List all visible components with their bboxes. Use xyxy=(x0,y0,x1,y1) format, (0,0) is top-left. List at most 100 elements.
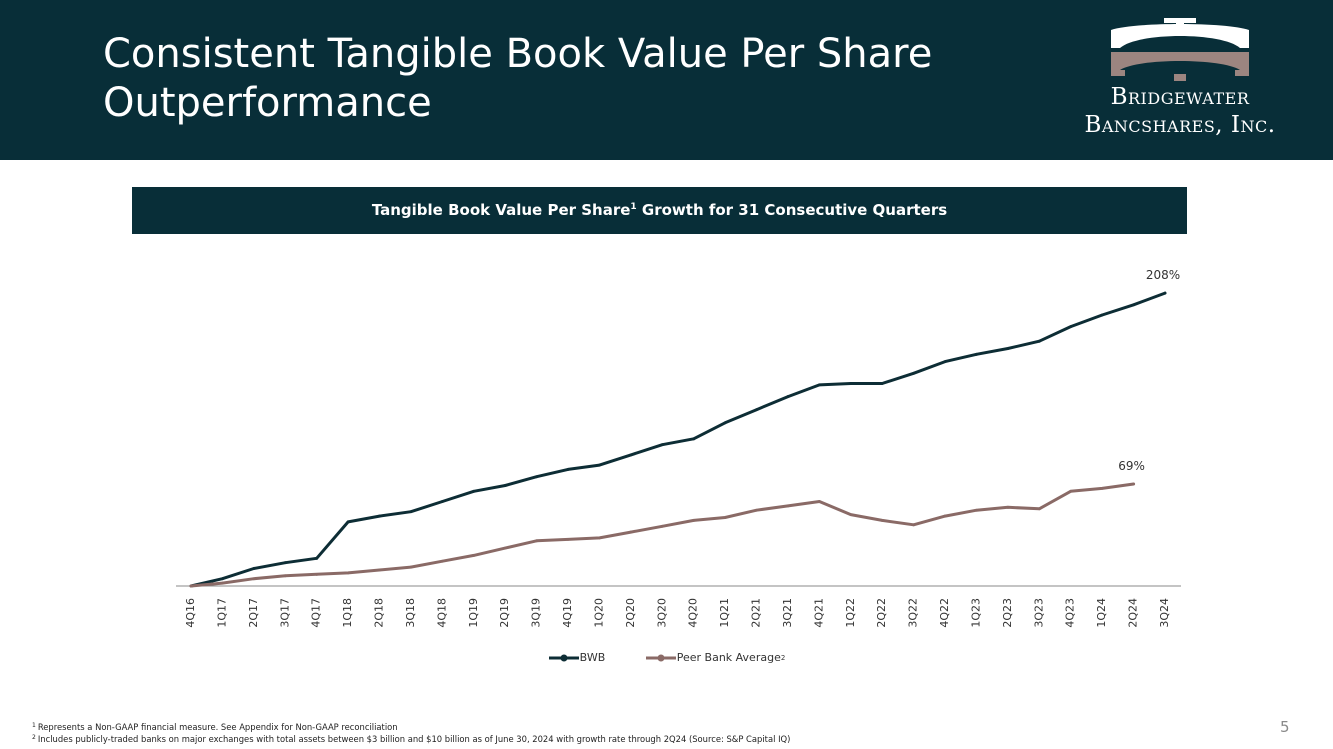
x-tick-label: 2Q21 xyxy=(750,598,763,628)
x-tick-label: 1Q24 xyxy=(1095,598,1108,628)
data-point-bwb xyxy=(283,561,287,565)
data-point-peer xyxy=(660,524,664,528)
x-tick-label: 2Q17 xyxy=(247,598,260,628)
legend-label-bwb: BWB xyxy=(579,651,606,664)
data-point-peer xyxy=(1006,505,1010,509)
data-point-peer xyxy=(692,519,696,522)
data-point-peer xyxy=(629,530,633,534)
x-tick-label: 3Q20 xyxy=(655,598,668,628)
header-bar: Consistent Tangible Book Value Per Share… xyxy=(0,0,1333,160)
legend-item-bwb: BWB xyxy=(548,651,606,664)
x-tick-label: 1Q23 xyxy=(969,598,982,628)
x-tick-label: 3Q17 xyxy=(278,598,291,628)
data-point-bwb xyxy=(252,567,256,570)
legend-label-peer: Peer Bank Average xyxy=(676,651,781,664)
data-point-peer xyxy=(598,536,601,540)
footnote-2-marker: 2 xyxy=(32,734,36,741)
x-tick-label: 2Q19 xyxy=(498,598,511,628)
footnote-2-text: Includes publicly-traded banks on major … xyxy=(37,734,791,744)
data-point-peer xyxy=(535,539,539,543)
x-tick-label: 1Q22 xyxy=(844,598,857,628)
footnote-2: 2 Includes publicly-traded banks on major… xyxy=(32,733,790,745)
data-point-peer xyxy=(283,574,287,578)
x-tick-label: 3Q22 xyxy=(907,598,920,628)
data-point-peer xyxy=(880,519,884,522)
data-point-peer xyxy=(817,500,821,503)
data-point-peer xyxy=(315,572,319,576)
data-point-peer xyxy=(1132,482,1135,486)
x-tick-label: 4Q23 xyxy=(1064,598,1077,628)
x-tick-label: 3Q18 xyxy=(404,598,417,628)
data-point-peer xyxy=(503,546,507,550)
x-tick-label: 4Q19 xyxy=(561,598,574,628)
data-point-bwb xyxy=(566,468,570,471)
data-point-peer xyxy=(189,584,193,588)
data-point-bwb xyxy=(221,577,224,581)
data-point-peer xyxy=(849,513,853,516)
data-point-peer xyxy=(378,568,381,572)
x-tick-label: 4Q22 xyxy=(938,598,951,628)
data-point-bwb xyxy=(880,382,884,385)
chart-title-suffix: Growth for 31 Consecutive Quarters xyxy=(636,201,948,219)
x-tick-label: 2Q20 xyxy=(624,598,637,628)
x-tick-label: 1Q18 xyxy=(341,598,354,628)
chart-legend: BWB Peer Bank Average 2 xyxy=(0,651,1333,666)
footnotes: 1 Represents a Non-GAAP financial measure… xyxy=(32,721,790,745)
page-title: Consistent Tangible Book Value Per Share… xyxy=(103,31,933,126)
data-point-bwb xyxy=(692,437,696,441)
chart-title-footnote-marker: 1 xyxy=(630,202,637,212)
x-tick-label: 2Q23 xyxy=(1001,598,1014,628)
x-tick-label: 1Q19 xyxy=(467,598,480,628)
x-tick-label: 3Q23 xyxy=(1032,598,1045,628)
page-number: 5 xyxy=(1280,718,1290,736)
data-point-peer xyxy=(943,514,947,518)
x-tick-label: 1Q21 xyxy=(718,598,731,628)
data-point-bwb xyxy=(912,371,916,375)
x-tick-label: 4Q16 xyxy=(184,598,197,628)
x-tick-label: 4Q17 xyxy=(310,598,323,628)
data-point-bwb xyxy=(598,463,601,467)
data-point-bwb xyxy=(723,421,727,425)
bridge-logo-icon xyxy=(1111,18,1249,81)
data-point-bwb xyxy=(629,453,633,457)
logo-text-line2: Bancshares, Inc. xyxy=(1084,112,1276,138)
data-point-peer xyxy=(786,504,790,508)
footnote-1: 1 Represents a Non-GAAP financial measure… xyxy=(32,721,790,733)
data-point-peer xyxy=(409,565,413,569)
data-point-peer xyxy=(440,559,444,563)
footnote-1-text: Represents a Non-GAAP financial measure.… xyxy=(37,722,398,732)
data-point-peer xyxy=(975,508,978,512)
data-point-bwb xyxy=(315,556,319,560)
data-point-bwb xyxy=(440,500,444,503)
data-point-peer xyxy=(1069,489,1073,493)
logo-text-line1: Bridgewater xyxy=(1110,84,1250,110)
series-line-bwb xyxy=(189,291,1167,588)
data-point-bwb xyxy=(472,489,476,493)
company-logo: Bridgewater Bancshares, Inc. xyxy=(1060,14,1300,144)
chart-title-banner: Tangible Book Value Per Share1 Growth fo… xyxy=(132,187,1187,234)
x-tick-label: 2Q18 xyxy=(373,598,386,628)
data-point-peer xyxy=(1037,507,1041,511)
x-tick-label: 4Q18 xyxy=(435,598,448,628)
data-point-bwb xyxy=(1132,303,1135,307)
data-point-bwb xyxy=(346,520,350,524)
data-point-peer xyxy=(723,516,727,519)
x-tick-label: 4Q20 xyxy=(687,598,700,628)
end-data-label-bwb: 208% xyxy=(1146,268,1180,282)
line-chart: 4Q16 1Q17 2Q17 3Q17 4Q17 1Q18 2Q18 3Q18 4Q18 1Q19… xyxy=(176,268,1181,628)
end-data-label-peer: 69% xyxy=(1118,459,1145,473)
data-point-bwb xyxy=(409,510,413,514)
chart-title: Tangible Book Value Per Share xyxy=(371,201,631,219)
data-point-bwb xyxy=(503,484,507,487)
x-tick-label: 3Q24 xyxy=(1158,598,1171,628)
data-point-peer xyxy=(252,577,256,581)
data-point-bwb xyxy=(755,408,758,412)
data-point-peer xyxy=(346,571,350,575)
data-point-bwb xyxy=(1006,347,1010,350)
data-point-peer xyxy=(566,537,570,541)
x-tick-label: 3Q21 xyxy=(781,598,794,628)
data-point-bwb xyxy=(975,352,978,356)
data-point-peer xyxy=(755,508,758,512)
data-point-bwb xyxy=(817,383,821,387)
legend-item-peer: Peer Bank Average 2 xyxy=(645,651,785,664)
